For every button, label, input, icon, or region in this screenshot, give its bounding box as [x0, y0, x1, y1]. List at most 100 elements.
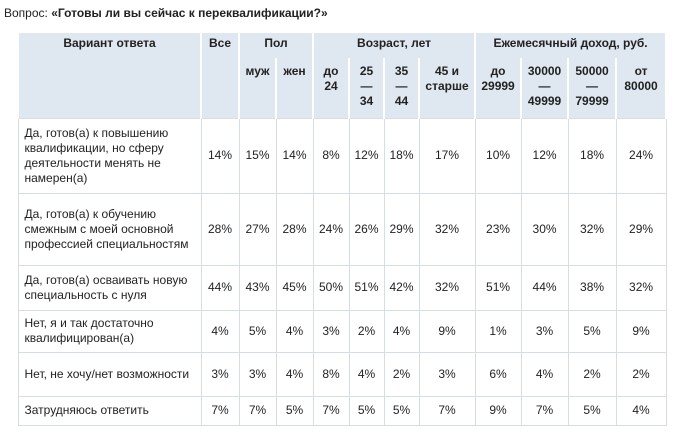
value-cell: 7% [520, 395, 569, 426]
value-cell: 38% [567, 264, 617, 311]
value-cell: 29% [615, 192, 667, 266]
value-cell: 18% [383, 117, 420, 194]
header-cell: Пол [238, 33, 314, 58]
title-question: «Готовы ли вы сейчас к переквалификации?… [51, 6, 328, 20]
header-cell: Ежемесячный доход, руб. [474, 33, 668, 58]
table-row: Да, готов(а) к повышению квалификации, н… [17, 117, 667, 194]
value-cell: 27% [238, 192, 277, 266]
value-cell: 6% [474, 351, 522, 397]
value-cell: 45% [275, 264, 314, 311]
value-cell: 32% [567, 192, 617, 266]
value-cell: 24% [312, 192, 350, 266]
value-cell: 26% [348, 192, 385, 266]
value-cell: 30% [520, 192, 569, 266]
answer-cell: Нет, я и так достаточно квалифицирован(а… [17, 309, 202, 353]
answer-cell: Затрудняюсь ответить [17, 395, 202, 426]
value-cell: 23% [474, 192, 522, 266]
header-cell: 50000 — 79999 [567, 58, 618, 118]
answer-cell: Да, готов(а) к повышению квалификации, н… [17, 117, 202, 194]
value-cell: 51% [474, 264, 522, 311]
value-cell: 4% [275, 351, 314, 397]
table-row: Нет, не хочу/нет возможности 3% 3% 4% 8% 4% 2%… [17, 351, 667, 397]
header-row: Вариант ответа Все Пол Возраст, лет Ежемесяч… [17, 33, 668, 118]
value-cell: 5% [348, 395, 385, 426]
title-label: Вопрос: [4, 6, 48, 20]
value-cell: 2% [567, 351, 617, 397]
value-cell: 24% [615, 117, 667, 194]
value-cell: 4% [200, 309, 240, 353]
header-cell: до 29999 [474, 58, 523, 118]
value-cell: 28% [200, 192, 240, 266]
value-cell: 3% [418, 351, 476, 397]
value-cell: 32% [418, 264, 476, 311]
value-cell: 29% [383, 192, 420, 266]
value-cell: 18% [567, 117, 617, 194]
value-cell: 4% [275, 309, 314, 353]
value-cell: 5% [275, 395, 314, 426]
table-row: Нет, я и так достаточно квалифицирован(а… [17, 309, 667, 353]
value-cell: 8% [312, 351, 350, 397]
header-cell: 25 — 34 [348, 58, 385, 118]
value-cell: 44% [520, 264, 569, 311]
answer-cell: Нет, не хочу/нет возможности [17, 351, 202, 397]
value-cell: 3% [520, 309, 569, 353]
question-title: Вопрос: «Готовы ли вы сейчас к переквали… [4, 6, 328, 20]
table-row: Да, готов(а) к обучению смежным с моей о… [17, 192, 667, 266]
value-cell: 17% [418, 117, 476, 194]
value-cell: 8% [312, 117, 350, 194]
value-cell: 7% [418, 395, 476, 426]
value-cell: 2% [615, 351, 667, 397]
value-cell: 7% [200, 395, 240, 426]
table-body: Вариант ответа Все Пол Возраст, лет Ежемесяч… [17, 33, 668, 426]
value-cell: 4% [383, 309, 420, 353]
value-cell: 12% [348, 117, 385, 194]
value-cell: 7% [312, 395, 350, 426]
value-cell: 14% [200, 117, 240, 194]
value-cell: 2% [383, 351, 420, 397]
header-cell: Все [200, 33, 240, 118]
value-cell: 15% [238, 117, 277, 194]
table-row: Затрудняюсь ответить 7% 7% 5% 7% 5% 5% 7% 9% 7% 5%… [17, 395, 667, 426]
value-cell: 12% [520, 117, 569, 194]
value-cell: 44% [200, 264, 240, 311]
header-row: муж жен до 24 25 — 34 35 — 44 45 и старше до 2… [18, 58, 668, 118]
value-cell: 5% [383, 395, 420, 426]
value-cell: 3% [200, 351, 240, 397]
survey-table: Вариант ответа Все Пол Возраст, лет Ежемесяч… [17, 33, 668, 426]
value-cell: 3% [238, 351, 277, 397]
answer-cell: Да, готов(а) к обучению смежным с моей о… [17, 192, 202, 266]
header-cell: Возраст, лет [311, 33, 477, 58]
value-cell: 32% [418, 192, 476, 266]
value-cell: 3% [312, 309, 350, 353]
header-cell: муж [238, 58, 277, 118]
value-cell: 42% [383, 264, 420, 311]
header-cell: Вариант ответа [17, 33, 202, 118]
value-cell: 50% [312, 264, 350, 311]
value-cell: 14% [275, 117, 314, 194]
value-cell: 4% [520, 351, 569, 397]
value-cell: 7% [238, 395, 277, 426]
header-cell: 45 и старше [417, 58, 477, 118]
answer-cell: Да, готов(а) осваивать новую специальнос… [17, 264, 202, 311]
header-cell: до 24 [312, 58, 350, 118]
value-cell: 51% [348, 264, 385, 311]
value-cell: 9% [615, 309, 667, 353]
value-cell: 28% [275, 192, 314, 266]
value-cell: 4% [615, 395, 667, 426]
header-cell: жен [275, 58, 314, 118]
value-cell: 9% [418, 309, 476, 353]
value-cell: 10% [474, 117, 522, 194]
table-row: Да, готов(а) осваивать новую специальнос… [17, 264, 667, 311]
value-cell: 43% [238, 264, 277, 311]
header-cell: от 80000 [615, 58, 668, 118]
value-cell: 9% [474, 395, 522, 426]
value-cell: 5% [567, 309, 617, 353]
value-cell: 5% [238, 309, 277, 353]
value-cell: 5% [567, 395, 617, 426]
value-cell: 32% [615, 264, 667, 311]
value-cell: 4% [348, 351, 385, 397]
header-cell: 30000 — 49999 [520, 58, 570, 118]
value-cell: 1% [474, 309, 522, 353]
value-cell: 2% [348, 309, 385, 353]
